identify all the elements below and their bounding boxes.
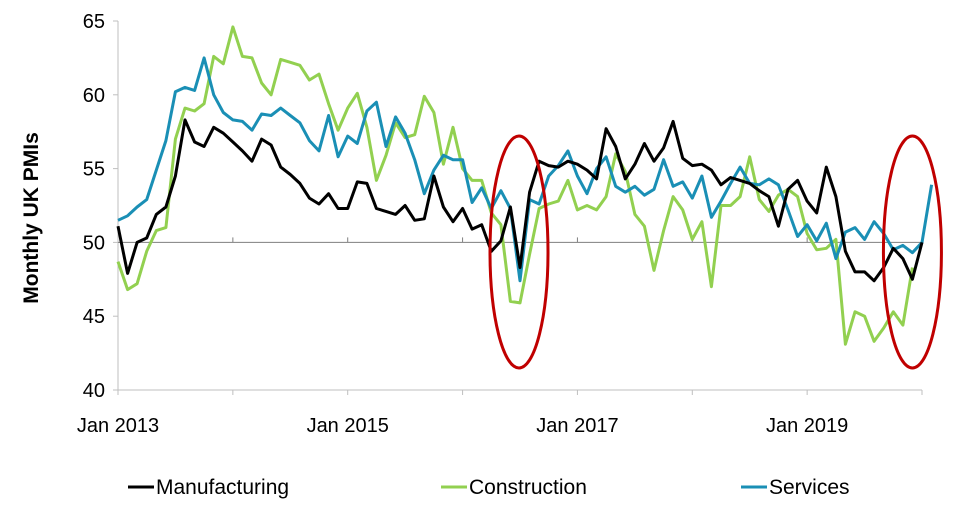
y-tick-label: 50 [83, 232, 105, 254]
y-tick-label: 55 [83, 159, 105, 181]
highlight-ellipse [881, 134, 943, 370]
highlight-ellipse [488, 134, 550, 370]
x-tick-label: Jan 2013 [77, 415, 159, 437]
x-tick-label: Jan 2015 [307, 415, 389, 437]
y-tick-label: 60 [83, 85, 105, 107]
legend-label-construction: Construction [469, 476, 587, 499]
series-line-manufacturing [116, 118, 924, 283]
series-lines [116, 25, 934, 346]
legend-label-services: Services [769, 476, 850, 499]
y-axis-ticks: 40 45 50 55 60 65 [83, 11, 118, 402]
y-tick-label: 65 [83, 11, 105, 33]
x-tick-label: Jan 2019 [766, 415, 848, 437]
y-axis-title: Monthly UK PMIs [20, 132, 43, 304]
annotation-ellipses [488, 134, 943, 370]
x-axis-ticks: Jan 2013 Jan 2015 Jan 2017 Jan 2019 [77, 237, 923, 437]
x-tick-label: Jan 2017 [536, 415, 618, 437]
legend: Manufacturing Construction Services [128, 476, 850, 499]
y-tick-label: 40 [83, 380, 105, 402]
series-line-services [117, 56, 934, 283]
y-tick-label: 45 [83, 306, 105, 328]
legend-label-manufacturing: Manufacturing [156, 476, 289, 499]
series-line-construction [116, 25, 914, 346]
